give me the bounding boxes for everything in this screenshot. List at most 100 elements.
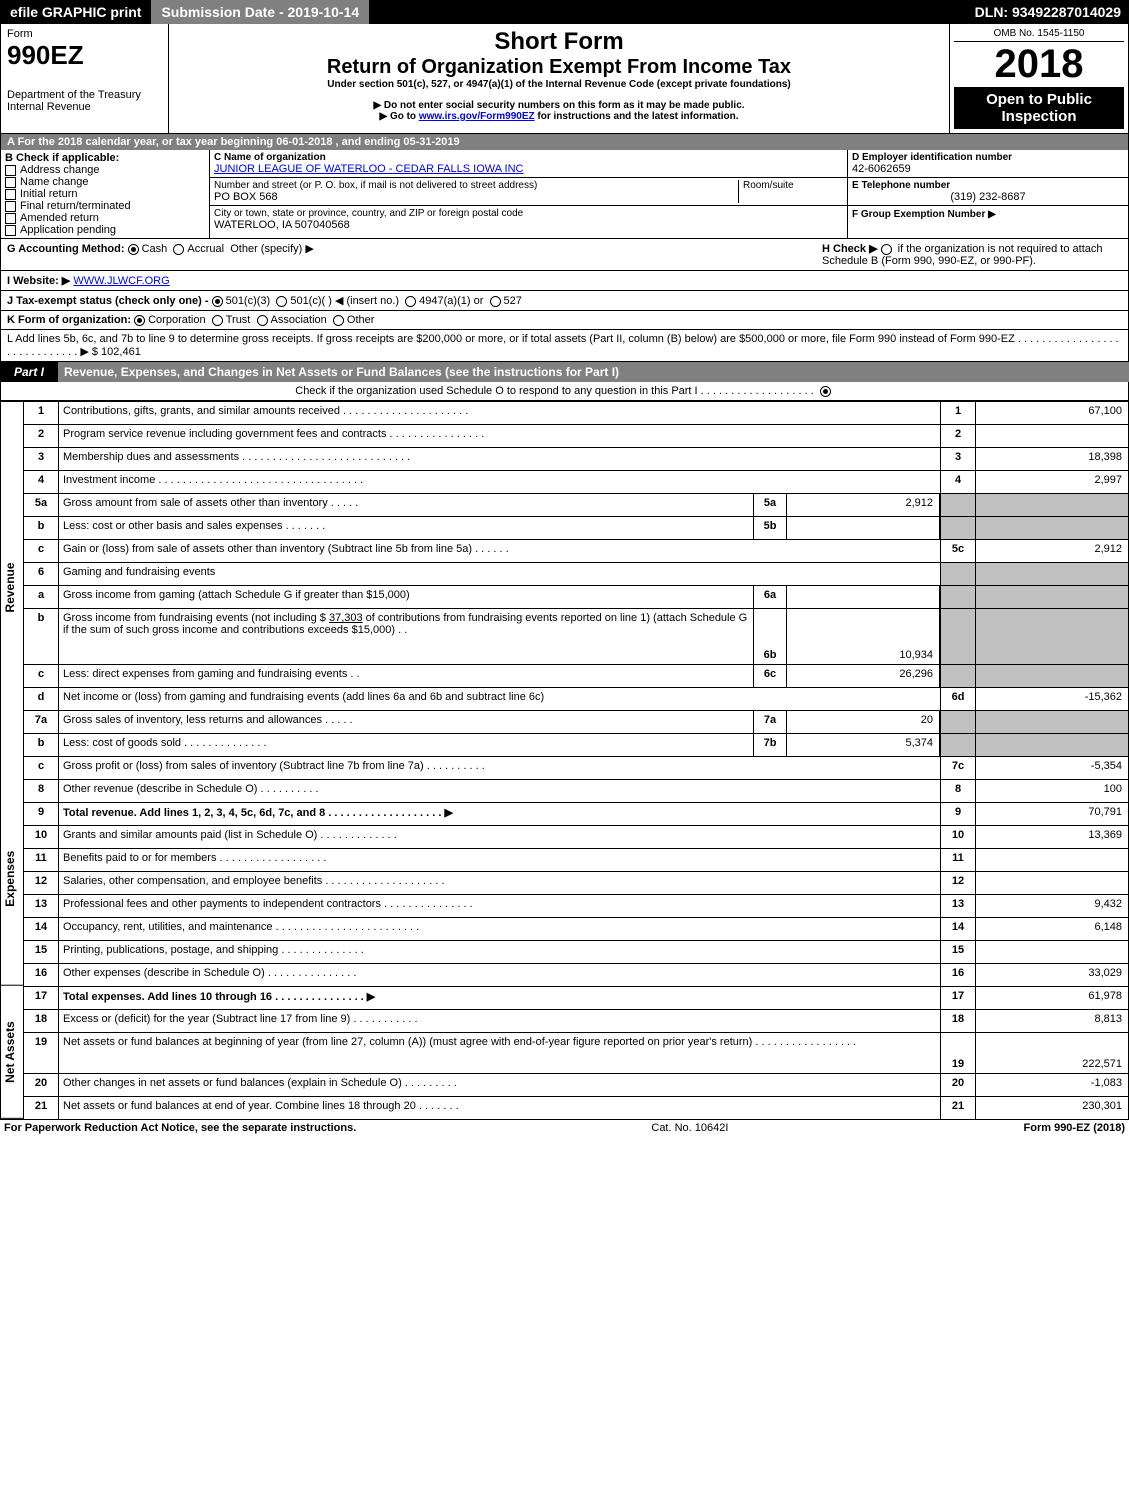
line-9: 9Total revenue. Add lines 1, 2, 3, 4, 5c… xyxy=(24,803,1128,826)
ln-shade xyxy=(940,563,976,585)
radio-icon[interactable] xyxy=(820,386,831,397)
f-cell: F Group Exemption Number ▶ xyxy=(848,206,1128,222)
num: 11 xyxy=(24,849,59,871)
line-15: 15Printing, publications, postage, and s… xyxy=(24,941,1128,964)
num: 19 xyxy=(24,1033,59,1073)
b-item[interactable]: Application pending xyxy=(5,224,205,236)
line-6c: cLess: direct expenses from gaming and f… xyxy=(24,665,1128,688)
val-shade xyxy=(976,563,1128,585)
desc: Printing, publications, postage, and shi… xyxy=(59,941,940,963)
b-item[interactable]: Initial return xyxy=(5,188,205,200)
desc: Other revenue (describe in Schedule O) .… xyxy=(59,780,940,802)
j-o4: 527 xyxy=(504,295,522,307)
num: 7a xyxy=(24,711,59,733)
part-i-title: Revenue, Expenses, and Changes in Net As… xyxy=(58,362,1129,382)
val: 18,398 xyxy=(976,448,1128,470)
num: b xyxy=(24,609,59,664)
ln: 20 xyxy=(940,1074,976,1096)
entity-info-row: B Check if applicable: Address change Na… xyxy=(0,150,1129,239)
line-7b: bLess: cost of goods sold . . . . . . . … xyxy=(24,734,1128,757)
radio-icon[interactable] xyxy=(405,296,416,307)
accounting-row: G Accounting Method: Cash Accrual Other … xyxy=(0,239,1129,271)
desc: Total revenue. Add lines 1, 2, 3, 4, 5c,… xyxy=(59,803,940,825)
radio-icon[interactable] xyxy=(490,296,501,307)
room-label: Room/suite xyxy=(738,180,843,203)
checkbox-icon[interactable] xyxy=(5,177,16,188)
org-name[interactable]: JUNIOR LEAGUE OF WATERLOO - CEDAR FALLS … xyxy=(214,163,523,175)
ln-shade xyxy=(940,711,976,733)
line-14: 14Occupancy, rent, utilities, and mainte… xyxy=(24,918,1128,941)
num: b xyxy=(24,734,59,756)
period-begin: 06-01-2018 xyxy=(276,136,332,148)
line-16: 16Other expenses (describe in Schedule O… xyxy=(24,964,1128,987)
b-opt-2: Initial return xyxy=(20,188,77,200)
radio-icon[interactable] xyxy=(881,244,892,255)
desc: Other changes in net assets or fund bala… xyxy=(59,1074,940,1096)
val: 100 xyxy=(976,780,1128,802)
b-item[interactable]: Final return/terminated xyxy=(5,200,205,212)
checkbox-icon[interactable] xyxy=(5,189,16,200)
g-opt-0: Cash xyxy=(142,243,168,255)
checkbox-icon[interactable] xyxy=(5,213,16,224)
midval xyxy=(787,586,940,608)
radio-icon[interactable] xyxy=(128,244,139,255)
val: 8,813 xyxy=(976,1010,1128,1032)
val: 222,571 xyxy=(976,1033,1128,1073)
num: 14 xyxy=(24,918,59,940)
radio-icon[interactable] xyxy=(212,296,223,307)
ln-shade xyxy=(940,586,976,608)
right-info: D Employer identification number 42-6062… xyxy=(848,150,1128,238)
k-opt-3: Other xyxy=(347,314,375,326)
ln: 13 xyxy=(940,895,976,917)
b-item[interactable]: Amended return xyxy=(5,212,205,224)
section-b: B Check if applicable: Address change Na… xyxy=(1,150,210,238)
ein: 42-6062659 xyxy=(852,163,1124,175)
line-l: L Add lines 5b, 6c, and 7b to line 9 to … xyxy=(0,330,1129,362)
radio-icon[interactable] xyxy=(333,315,344,326)
num: 1 xyxy=(24,402,59,424)
l-text: L Add lines 5b, 6c, and 7b to line 9 to … xyxy=(7,333,1119,358)
part-i-check-text: Check if the organization used Schedule … xyxy=(295,385,814,397)
desc: Net assets or fund balances at end of ye… xyxy=(59,1097,940,1119)
b-item[interactable]: Address change xyxy=(5,164,205,176)
omb: OMB No. 1545-1150 xyxy=(954,28,1124,42)
midval: 2,912 xyxy=(787,494,940,516)
website-link[interactable]: WWW.JLWCF.ORG xyxy=(73,275,169,287)
midval: 5,374 xyxy=(787,734,940,756)
radio-icon[interactable] xyxy=(173,244,184,255)
num: c xyxy=(24,540,59,562)
k-opt-2: Association xyxy=(271,314,327,326)
tax-exempt-row: J Tax-exempt status (check only one) - 5… xyxy=(0,291,1129,311)
checkbox-icon[interactable] xyxy=(5,225,16,236)
ln: 10 xyxy=(940,826,976,848)
radio-icon[interactable] xyxy=(212,315,223,326)
goto-pre: ▶ Go to xyxy=(379,111,418,122)
mid: 7b xyxy=(753,734,787,756)
radio-icon[interactable] xyxy=(134,315,145,326)
line-5c: cGain or (loss) from sale of assets othe… xyxy=(24,540,1128,563)
desc: Grants and similar amounts paid (list in… xyxy=(59,826,940,848)
form-word: Form xyxy=(7,28,162,40)
top-bar: efile GRAPHIC print Submission Date - 20… xyxy=(0,0,1129,24)
line-11: 11Benefits paid to or for members . . . … xyxy=(24,849,1128,872)
desc: Less: direct expenses from gaming and fu… xyxy=(59,665,753,687)
radio-icon[interactable] xyxy=(257,315,268,326)
checkbox-icon[interactable] xyxy=(5,165,16,176)
street: PO BOX 568 xyxy=(214,191,738,203)
side-revenue: Revenue xyxy=(1,402,23,773)
b-opt-0: Address change xyxy=(20,164,100,176)
num: d xyxy=(24,688,59,710)
g-label: G Accounting Method: xyxy=(7,243,125,255)
val: 13,369 xyxy=(976,826,1128,848)
val-shade xyxy=(976,734,1128,756)
b-item[interactable]: Name change xyxy=(5,176,205,188)
form-of-org-row: K Form of organization: Corporation Trus… xyxy=(0,311,1129,330)
val-shade xyxy=(976,609,1128,664)
val: 33,029 xyxy=(976,964,1128,986)
num: 18 xyxy=(24,1010,59,1032)
h-label: H Check ▶ xyxy=(822,243,881,255)
radio-icon[interactable] xyxy=(276,296,287,307)
checkbox-icon[interactable] xyxy=(5,201,16,212)
footer: For Paperwork Reduction Act Notice, see … xyxy=(0,1120,1129,1136)
goto-link[interactable]: www.irs.gov/Form990EZ xyxy=(419,111,535,122)
